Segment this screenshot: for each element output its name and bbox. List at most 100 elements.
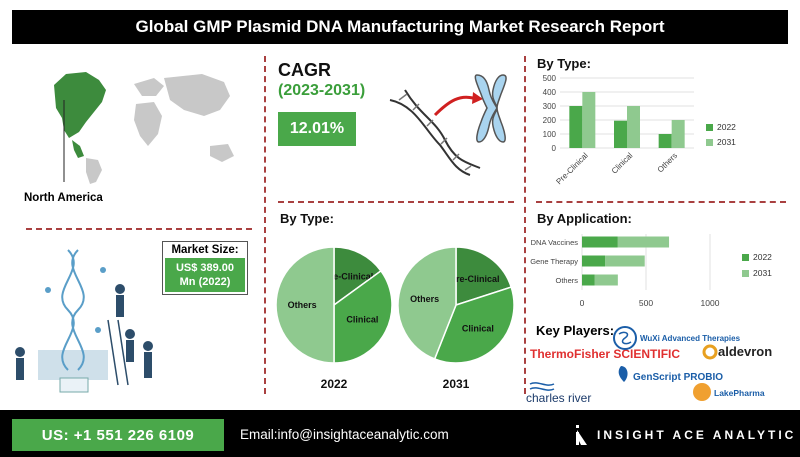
wuxi-globe-icon bbox=[613, 326, 637, 350]
other-continents bbox=[86, 74, 234, 184]
north-america-shape bbox=[54, 72, 106, 158]
dna-chromosome-graphic bbox=[389, 74, 507, 176]
bar-app-ytick-0: DNA Vaccines bbox=[531, 238, 579, 247]
bar-app-bar-2-1 bbox=[594, 274, 618, 286]
bar-type-legend-swatch-0 bbox=[706, 124, 713, 131]
pie-section-heading: By Type: bbox=[280, 211, 334, 226]
pie-title-0: 2022 bbox=[321, 377, 348, 391]
pie-slice-label-0-1: Clinical bbox=[346, 314, 378, 324]
charles-river-logo-text: charles river bbox=[526, 391, 591, 405]
dna-helix-icon bbox=[61, 249, 85, 371]
bar-type-bar-2-0 bbox=[658, 134, 672, 148]
thermofisher-logo-text: ThermoFisher SCIENTIFIC bbox=[530, 347, 680, 361]
cagr-heading: CAGR bbox=[278, 60, 331, 80]
lakepharma-logo-text: LakePharma bbox=[714, 388, 765, 398]
pie-slice-0-1 bbox=[333, 269, 393, 364]
brand-name: INSIGHT ACE ANALYTIC bbox=[597, 428, 797, 442]
sparkle-dots bbox=[45, 267, 106, 333]
market-size-heading: Market Size: bbox=[171, 244, 239, 256]
arrow-head-icon bbox=[472, 92, 483, 104]
divider-right-h bbox=[536, 201, 786, 203]
bar-app-bar-0-1 bbox=[617, 236, 670, 248]
genscript-logo: GenScript PROBIO bbox=[618, 366, 723, 383]
bar-type-legend-swatch-1 bbox=[706, 139, 713, 146]
laptop-icon bbox=[59, 377, 89, 393]
bar-type-ytick-1: 100 bbox=[543, 130, 557, 139]
pie-slice-label-1-0: Pre-Clinical bbox=[450, 274, 500, 284]
pie-slice-label-0-2: Others bbox=[288, 300, 317, 310]
cagr-value: 12.01% bbox=[278, 112, 356, 146]
phone-contact[interactable]: US: +1 551 226 6109 bbox=[12, 419, 224, 451]
bar-app-xtick-2: 1000 bbox=[701, 298, 720, 308]
lakepharma-mark-icon bbox=[693, 383, 711, 401]
market-size-value-line2: Mn (2022) bbox=[179, 276, 231, 288]
brand: INSIGHT ACE ANALYTIC bbox=[575, 420, 796, 450]
email-contact[interactable]: Email:info@insightaceanalytic.com bbox=[240, 427, 449, 442]
pie-slice-0-0 bbox=[333, 246, 382, 307]
bar-type-ytick-2: 200 bbox=[543, 116, 557, 125]
brand-logo-icon bbox=[576, 425, 587, 445]
region-label: North America bbox=[24, 192, 103, 204]
cagr-period: (2023-2031) bbox=[278, 82, 366, 99]
pie-title-1: 2031 bbox=[443, 377, 470, 391]
bar-chart-by-type: 0 100 200 300 400 500 Pre-Clinical Clinical Othe… bbox=[543, 74, 737, 186]
wuxi-logo-text: WuXi Advanced Therapies bbox=[640, 334, 741, 343]
market-size-value-line1: US$ 389.00 bbox=[175, 262, 235, 274]
report-title: Global GMP Plasmid DNA Manufacturing Mar… bbox=[12, 10, 788, 44]
divider-left-h bbox=[26, 228, 252, 230]
market-size-value: US$ 389.00 Mn (2022) bbox=[165, 258, 245, 292]
aldevron-mark-icon bbox=[702, 344, 718, 360]
bar-app-bar-1-0 bbox=[582, 255, 606, 267]
bar-app-bar-2-0 bbox=[582, 274, 595, 286]
bar-app-ytick-1: Gene Therapy bbox=[530, 257, 578, 266]
pie-slice-1-0 bbox=[455, 246, 513, 307]
wuxi-logo: WuXi Advanced Therapies bbox=[613, 326, 741, 350]
bar-app-xtick-0: 0 bbox=[580, 298, 585, 308]
bar-type-legend-1: 2031 bbox=[717, 137, 736, 147]
bar-app-bar-0-0 bbox=[582, 236, 618, 248]
key-players-logos: ThermoFisher SCIENTIFIC WuXi Advanced Th… bbox=[526, 326, 772, 405]
bar-app-legend-1: 2031 bbox=[753, 268, 772, 278]
bar-type-ytick-4: 400 bbox=[543, 88, 557, 97]
person-figures bbox=[15, 284, 153, 380]
aldevron-logo: aldevron bbox=[702, 344, 772, 360]
bar-type-xtick-0: Pre-Clinical bbox=[554, 151, 589, 186]
pie-slice-label-1-1: Clinical bbox=[462, 323, 494, 333]
bar-app-heading: By Application: bbox=[537, 211, 632, 226]
lakepharma-logo: LakePharma bbox=[693, 383, 765, 401]
dna-strand-icon bbox=[389, 89, 481, 176]
dna-rungs bbox=[398, 93, 472, 171]
charles-river-logo: charles river bbox=[526, 382, 591, 405]
pie-slice-label-1-2: Others bbox=[410, 294, 439, 304]
world-map bbox=[54, 72, 234, 184]
bar-type-bar-2-1 bbox=[671, 120, 685, 148]
arrow-icon bbox=[433, 95, 474, 117]
thermofisher-logo: ThermoFisher SCIENTIFIC bbox=[530, 347, 680, 361]
bar-app-bar-1-1 bbox=[605, 255, 645, 267]
bar-type-heading: By Type: bbox=[537, 56, 591, 71]
pie-slice-1-2 bbox=[397, 246, 457, 360]
charles-river-wave-icon bbox=[529, 382, 555, 391]
bar-app-ytick-2: Others bbox=[555, 276, 578, 285]
platform bbox=[38, 350, 108, 380]
pie-charts: Pre-Clinical Clinical Others 2022 Pre-Clinic… bbox=[275, 246, 515, 391]
bar-type-legend-0: 2022 bbox=[717, 122, 736, 132]
pie-slice-label-0-0: Pre-Clinical bbox=[324, 272, 374, 282]
bar-app-legend-swatch-0 bbox=[742, 254, 749, 261]
genscript-drop-icon bbox=[618, 366, 628, 382]
divider-left bbox=[264, 56, 266, 394]
bar-type-ytick-0: 0 bbox=[552, 144, 557, 153]
divider-mid-h bbox=[278, 201, 514, 203]
aldevron-logo-text: aldevron bbox=[718, 344, 772, 359]
market-size-card: Market Size: US$ 389.00 Mn (2022) bbox=[162, 241, 248, 295]
bar-type-xtick-1: Clinical bbox=[610, 151, 635, 176]
divider-right bbox=[524, 56, 526, 394]
chromosome-icon bbox=[474, 74, 507, 143]
scientists-illustration bbox=[15, 249, 153, 393]
key-players-heading: Key Players: bbox=[536, 323, 615, 338]
bar-app-legend-0: 2022 bbox=[753, 252, 772, 262]
bar-chart-by-application: 0 500 1000 DNA Vaccines Gene Therapy Others 20… bbox=[530, 234, 772, 308]
bar-type-bar-1-0 bbox=[614, 120, 627, 148]
pie-slice-0-2 bbox=[275, 246, 335, 364]
bar-app-xtick-1: 500 bbox=[639, 298, 653, 308]
